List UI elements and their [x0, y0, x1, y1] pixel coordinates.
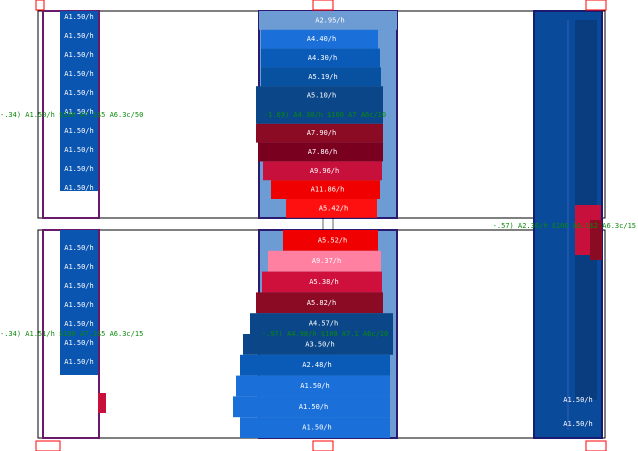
- bar: [243, 334, 393, 355]
- bar-label: A4.40/h: [307, 35, 337, 43]
- bar-label: A7.86/h: [308, 148, 338, 156]
- bar-label: A9.96/h: [310, 167, 340, 175]
- bar-label: A1.50/h: [64, 301, 94, 309]
- bar: [236, 375, 390, 397]
- note: -1.69) A4.30/h $100 A7 A6c/10: [264, 111, 386, 119]
- bar-label: A5.19/h: [308, 73, 338, 81]
- bar-label: A1.50/h: [299, 403, 329, 411]
- bar-label: A0.00/h: [64, 203, 94, 211]
- bar: [271, 180, 380, 199]
- bar-label: A1.50/h: [563, 420, 593, 428]
- bar: [286, 199, 377, 218]
- bar-label: A1.50/h: [64, 358, 94, 366]
- bar: [259, 11, 397, 30]
- bar-label: A1.50/h: [64, 32, 94, 40]
- note: -.97) A4.90/h $100 A7.1 A6c/10: [262, 330, 388, 338]
- bar: [263, 161, 382, 181]
- bar-label: A1.50/h: [64, 108, 94, 116]
- bar-label: A7.90/h: [307, 129, 337, 137]
- bar-label: A5.10/h: [307, 92, 337, 100]
- bar-label: A1.50/h: [64, 70, 94, 78]
- bar: [261, 29, 378, 49]
- bar-label: A1.50/h: [64, 339, 94, 347]
- bar-label: A5.42/h: [319, 204, 349, 212]
- bar: [256, 105, 383, 124]
- bar-label: A1.50/h: [64, 184, 94, 192]
- bar: [240, 417, 390, 438]
- bar-label: A2.48/h: [302, 361, 332, 369]
- bar: [240, 354, 390, 376]
- bar-label: A1.50/h: [64, 282, 94, 290]
- note: -.34) A1.51/h $100 A7.1$5 A6.3c/15: [0, 330, 143, 338]
- bar-label: A1.50/h: [64, 51, 94, 59]
- bar-label: A1.50/h: [302, 424, 332, 432]
- bar: [250, 313, 393, 334]
- bar-label: A5.82/h: [307, 299, 337, 307]
- bar: [256, 123, 383, 143]
- bar-label: A3.50/h: [305, 340, 335, 348]
- bar: [268, 250, 381, 272]
- bar-label: A1.50/h: [64, 146, 94, 154]
- bar-label: A1.50/h: [64, 263, 94, 271]
- note: -.34) A1.50/h $100 A7.1$5 A6.3c/50: [0, 111, 143, 119]
- bar-label: A9.37/h: [312, 257, 342, 265]
- bar: [262, 271, 382, 293]
- bar: [261, 67, 381, 87]
- bar-label: A1.50/h: [64, 13, 94, 21]
- bar-label: A1.50/h: [64, 127, 94, 135]
- bar-label: A4.30/h: [308, 54, 338, 62]
- bar-label: A1.50/h: [64, 320, 94, 328]
- bar-label: A1.50/h: [64, 165, 94, 173]
- bar: [233, 396, 390, 418]
- bar-label: A1.50/h: [64, 244, 94, 252]
- bar: [283, 230, 378, 251]
- bar-label: A5.52/h: [318, 236, 348, 244]
- note: -.57) A2.36/h $100 A6.1$2 A6.3c/15: [493, 222, 636, 230]
- bar-label: A4.57/h: [309, 320, 339, 328]
- bar: [256, 86, 383, 105]
- bar: [261, 48, 380, 68]
- bar-label: A1.50/h: [64, 89, 94, 97]
- bar-label: A11.86/h: [311, 186, 345, 194]
- bar-label: A5.38/h: [309, 278, 339, 286]
- bar-label: A1.50/h: [563, 396, 593, 404]
- bar: [258, 142, 383, 162]
- bar: [256, 292, 383, 314]
- bar-label: A2.95/h: [315, 16, 345, 24]
- bar-label: A1.50/h: [300, 382, 330, 390]
